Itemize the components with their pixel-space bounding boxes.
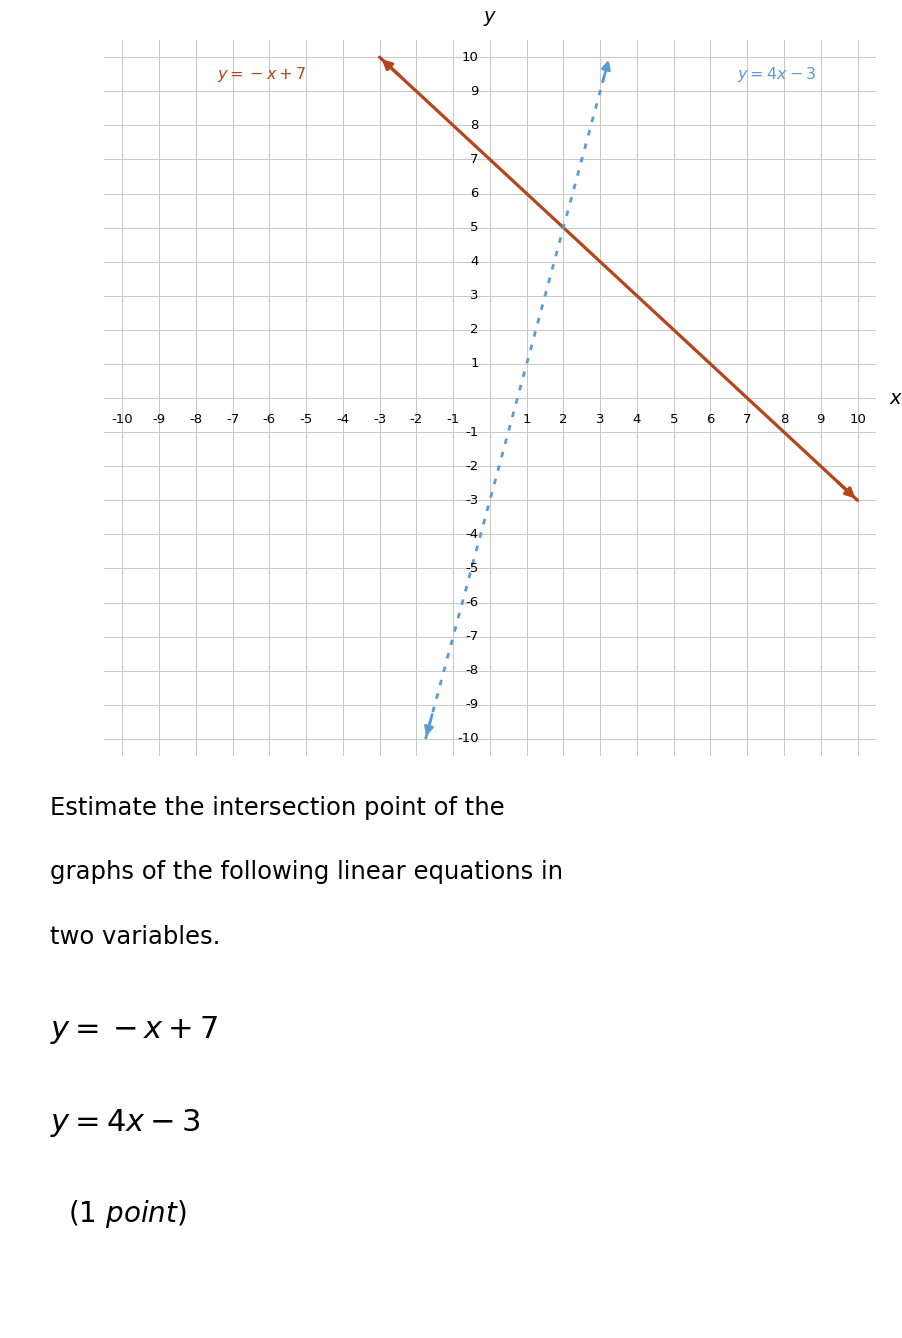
Text: -6: -6 — [262, 413, 275, 427]
Text: $y = -x + 7$: $y = -x + 7$ — [50, 1014, 217, 1046]
Text: $(1\ \mathit{point})$: $(1\ \mathit{point})$ — [68, 1198, 186, 1230]
Text: 3: 3 — [595, 413, 603, 427]
Text: $x$: $x$ — [888, 388, 902, 408]
Text: 1: 1 — [522, 413, 530, 427]
Text: 1: 1 — [470, 357, 478, 371]
Text: -9: -9 — [465, 698, 478, 712]
Text: -4: -4 — [465, 529, 478, 541]
Text: -8: -8 — [465, 664, 478, 677]
Text: $y=-x+7$: $y=-x+7$ — [217, 64, 306, 84]
Text: 5: 5 — [470, 221, 478, 234]
Text: -7: -7 — [226, 413, 239, 427]
Text: $y = 4x - 3$: $y = 4x - 3$ — [50, 1107, 199, 1139]
Text: 7: 7 — [742, 413, 750, 427]
Text: two variables.: two variables. — [50, 925, 220, 949]
Text: $y$: $y$ — [483, 9, 496, 28]
Text: 5: 5 — [668, 413, 677, 427]
Text: -10: -10 — [456, 732, 478, 745]
Text: 8: 8 — [779, 413, 787, 427]
Text: 6: 6 — [705, 413, 713, 427]
Text: $y=4x-3$: $y=4x-3$ — [736, 64, 815, 84]
Text: -6: -6 — [465, 595, 478, 609]
Text: -9: -9 — [152, 413, 165, 427]
Text: -5: -5 — [299, 413, 312, 427]
Text: 9: 9 — [815, 413, 824, 427]
Text: 8: 8 — [470, 119, 478, 132]
Text: graphs of the following linear equations in: graphs of the following linear equations… — [50, 860, 562, 884]
Text: -1: -1 — [446, 413, 459, 427]
Text: 3: 3 — [470, 289, 478, 302]
Text: Estimate the intersection point of the: Estimate the intersection point of the — [50, 796, 503, 820]
Text: 4: 4 — [632, 413, 640, 427]
Text: -5: -5 — [465, 562, 478, 575]
Text: 10: 10 — [848, 413, 865, 427]
Text: 7: 7 — [470, 153, 478, 166]
Text: -2: -2 — [465, 460, 478, 472]
Text: 10: 10 — [462, 51, 478, 64]
Text: 2: 2 — [470, 324, 478, 336]
Text: -1: -1 — [465, 425, 478, 439]
Text: 2: 2 — [558, 413, 567, 427]
Text: -8: -8 — [189, 413, 202, 427]
Text: -7: -7 — [465, 630, 478, 644]
Text: 6: 6 — [470, 187, 478, 201]
Text: -3: -3 — [465, 494, 478, 507]
Text: -3: -3 — [373, 413, 386, 427]
Text: -4: -4 — [336, 413, 349, 427]
Text: 9: 9 — [470, 84, 478, 98]
Text: -10: -10 — [111, 413, 133, 427]
Text: 4: 4 — [470, 256, 478, 268]
Text: -2: -2 — [410, 413, 422, 427]
